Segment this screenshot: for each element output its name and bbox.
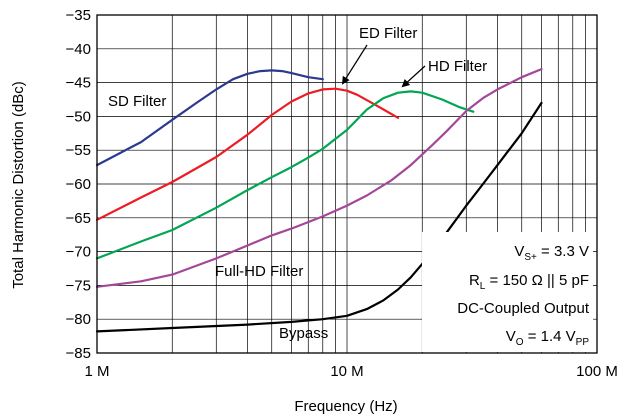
y-tick-label: −80 — [66, 311, 91, 328]
y-tick-label: −50 — [66, 108, 91, 125]
full-hd-filter-label: Full-HD Filter — [215, 263, 303, 280]
hd-filter-arrow — [401, 65, 426, 88]
condition-load: RL = 150 Ω || 5 pF — [469, 272, 589, 292]
condition-output-voltage: VO = 1.4 VPP — [506, 328, 590, 348]
x-tick-label: 100 M — [576, 363, 618, 380]
series-line-ed-filter — [95, 87, 400, 221]
sd-filter-label: SD Filter — [108, 93, 166, 110]
series-line-sd-filter — [95, 69, 324, 167]
y-tick-label: −60 — [66, 176, 91, 193]
x-tick-label: 1 M — [84, 363, 109, 380]
x-axis-label: Frequency (Hz) — [294, 398, 397, 415]
y-tick-label: −65 — [66, 210, 91, 227]
tick-labels: −35 −40 −45 −50 −55 −60 −65 −70 −75 −80 −851 M 10 M… — [66, 7, 618, 380]
y-tick-label: −70 — [66, 244, 91, 261]
conditions-background — [422, 232, 593, 352]
y-tick-label: −85 — [66, 345, 91, 362]
y-tick-label: −45 — [66, 75, 91, 92]
x-tick-label: 10 M — [330, 363, 363, 380]
bypass-label: Bypass — [279, 325, 328, 342]
y-axis-label: Total Harmonic Distortion (dBc) — [10, 81, 27, 289]
ed-filter-arrow — [341, 44, 368, 85]
y-tick-label: −35 — [66, 7, 91, 24]
plot-frame — [96, 14, 598, 354]
condition-coupling: DC-Coupled Output — [457, 300, 590, 317]
series-line-full-hd-filter — [95, 68, 543, 288]
series-line-bypass — [95, 101, 543, 333]
y-tick-label: −40 — [66, 41, 91, 58]
ed-filter-label: ED Filter — [359, 25, 417, 42]
y-tick-label: −55 — [66, 142, 91, 159]
series-line-hd-filter — [95, 90, 475, 260]
series-layer — [95, 68, 543, 333]
hd-filter-label: HD Filter — [428, 58, 487, 75]
y-tick-label: −75 — [66, 277, 91, 294]
condition-supply-voltage: VS+ = 3.3 V — [514, 243, 589, 263]
